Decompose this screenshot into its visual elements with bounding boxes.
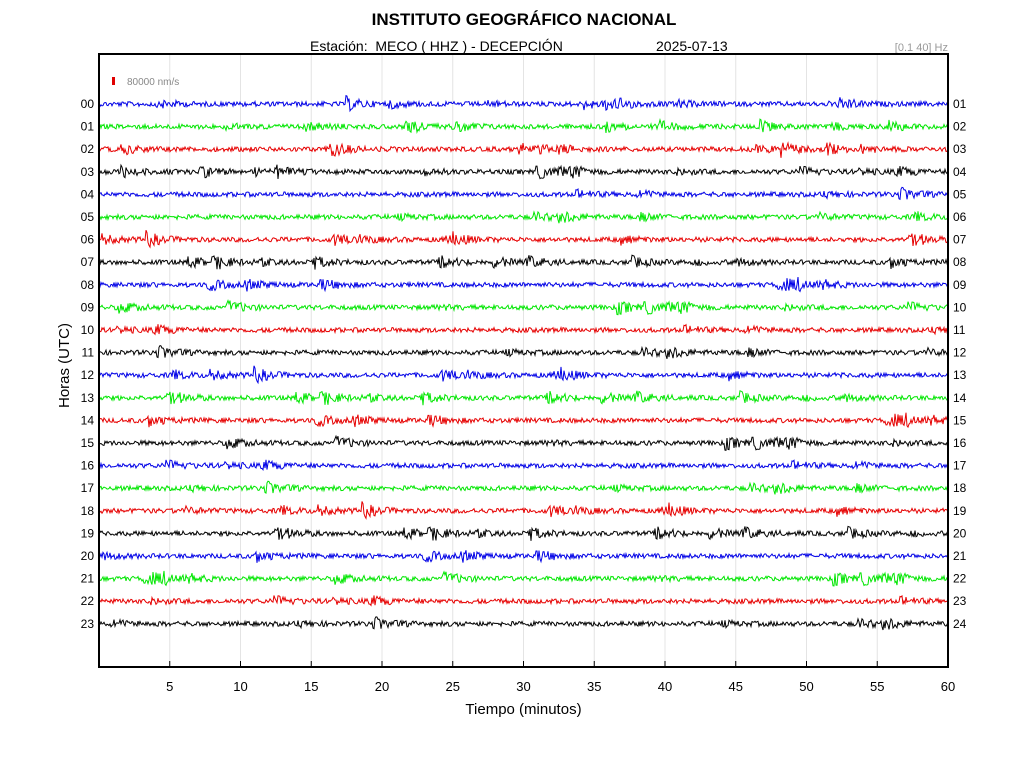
hour-label-left: 08	[81, 278, 95, 292]
hour-label-right: 09	[953, 278, 967, 292]
hour-label-left: 01	[81, 120, 95, 134]
x-ticks: 5 10 15 20 25 30 35 40 45 50 55 60	[166, 661, 955, 694]
hour-label-left: 12	[81, 368, 95, 382]
hour-label-left: 20	[81, 549, 95, 563]
hour-label-right: 22	[953, 572, 967, 586]
hour-label-left: 06	[81, 233, 95, 247]
hour-labels: 00 01 01 02 02 03 03 04 04 05 05 06 06 07 07 08 08 09 09 10…	[81, 97, 967, 631]
trace-hour-20	[98, 550, 949, 564]
hour-label-right: 17	[953, 459, 967, 473]
hour-label-left: 07	[81, 255, 95, 269]
trace-hour-09	[98, 299, 949, 316]
trace-hour-21	[98, 570, 949, 587]
hour-label-right: 23	[953, 594, 967, 608]
hour-label-right: 12	[953, 346, 967, 360]
trace-hour-00	[98, 94, 949, 113]
hour-label-right: 05	[953, 187, 967, 201]
x-tick-label: 5	[166, 679, 173, 694]
hour-label-right: 16	[953, 436, 967, 450]
hour-label-right: 01	[953, 97, 967, 111]
x-tick-label: 10	[233, 679, 247, 694]
x-tick-label: 55	[870, 679, 884, 694]
hour-label-left: 15	[81, 436, 95, 450]
x-tick-label: 35	[587, 679, 601, 694]
x-tick-label: 15	[304, 679, 318, 694]
trace-hour-03	[98, 163, 949, 180]
x-tick-label: 40	[658, 679, 672, 694]
date-label: 2025-07-13	[656, 38, 728, 54]
hour-label-right: 06	[953, 210, 967, 224]
y-axis-label: Horas (UTC)	[56, 323, 73, 408]
hour-label-left: 09	[81, 300, 95, 314]
x-tick-label: 50	[799, 679, 813, 694]
hour-label-right: 07	[953, 233, 967, 247]
x-tick-label: 30	[516, 679, 530, 694]
hour-label-left: 03	[81, 165, 95, 179]
hour-label-right: 21	[953, 549, 967, 563]
hour-label-right: 14	[953, 391, 967, 405]
x-tick-label: 60	[941, 679, 955, 694]
trace-hour-18	[98, 501, 949, 520]
hour-label-left: 05	[81, 210, 95, 224]
trace-hour-19	[98, 525, 949, 541]
plot-frame	[98, 53, 949, 668]
x-tick-label: 25	[446, 679, 460, 694]
hour-label-left: 17	[81, 481, 95, 495]
hour-label-left: 04	[81, 187, 95, 201]
trace-hour-12	[98, 365, 949, 385]
scale-bar	[112, 77, 115, 85]
trace-hour-10	[98, 323, 949, 336]
hour-label-right: 04	[953, 165, 967, 179]
trace-hour-17	[98, 480, 949, 495]
hour-label-right: 02	[953, 120, 967, 134]
trace-hour-06	[98, 230, 949, 249]
hour-label-left: 13	[81, 391, 95, 405]
hour-label-right: 08	[953, 255, 967, 269]
hour-label-left: 19	[81, 526, 95, 540]
trace-hour-07	[98, 254, 949, 270]
hour-label-left: 14	[81, 413, 95, 427]
trace-hour-15	[98, 434, 949, 451]
trace-hour-11	[98, 345, 949, 359]
x-tick-label: 45	[729, 679, 743, 694]
x-axis-label: Tiempo (minutos)	[465, 701, 581, 718]
hour-label-right: 15	[953, 413, 967, 427]
station-label: Estación: MECO ( HHZ ) - DECEPCIÓN	[310, 38, 563, 54]
hour-label-left: 16	[81, 459, 95, 473]
trace-hour-02	[98, 141, 949, 158]
hour-label-left: 10	[81, 323, 95, 337]
hour-label-left: 11	[82, 346, 95, 360]
trace-hour-13	[98, 390, 949, 406]
hour-label-left: 02	[81, 142, 95, 156]
hour-label-left: 22	[81, 594, 95, 608]
hour-label-left: 18	[81, 504, 95, 518]
seismic-traces	[98, 94, 949, 631]
trace-hour-04	[98, 186, 949, 201]
trace-hour-01	[98, 118, 949, 134]
hour-label-left: 21	[81, 572, 95, 586]
trace-hour-22	[98, 594, 949, 607]
trace-hour-23	[98, 616, 949, 631]
page-title: INSTITUTO GEOGRÁFICO NACIONAL	[371, 10, 677, 29]
hour-label-left: 23	[81, 617, 95, 631]
hour-label-right: 18	[953, 481, 967, 495]
hour-label-right: 13	[953, 368, 967, 382]
trace-hour-16	[98, 459, 949, 472]
hour-label-right: 10	[953, 300, 967, 314]
hour-label-right: 24	[953, 617, 967, 631]
hour-label-right: 03	[953, 142, 967, 156]
scale-bar-label: 80000 nm/s	[127, 77, 179, 88]
x-tick-label: 20	[375, 679, 389, 694]
hour-label-right: 20	[953, 526, 967, 540]
trace-hour-14	[98, 412, 949, 429]
trace-hour-08	[98, 277, 949, 293]
filter-band-label: [0.1 40] Hz	[894, 42, 948, 54]
trace-hour-05	[98, 210, 949, 224]
hour-label-right: 11	[953, 323, 966, 337]
hour-label-left: 00	[81, 97, 95, 111]
hour-label-right: 19	[953, 504, 967, 518]
grid-lines	[169, 54, 878, 667]
